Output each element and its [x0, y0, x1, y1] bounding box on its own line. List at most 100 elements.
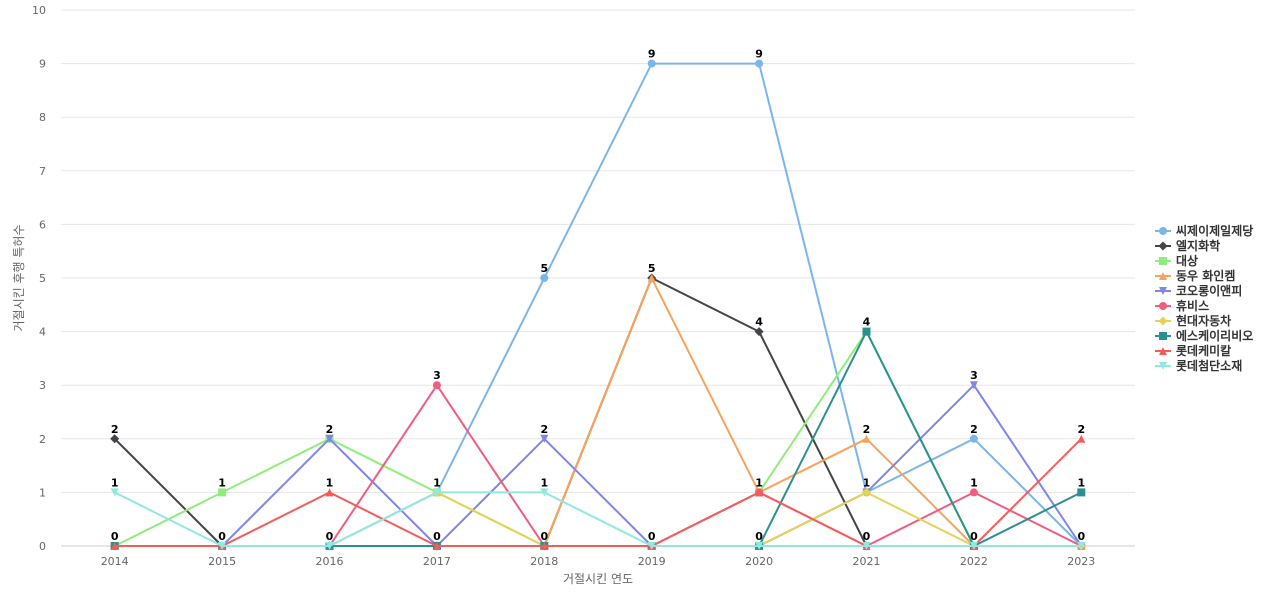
- data-point[interactable]: [540, 274, 549, 282]
- data-point[interactable]: [325, 434, 334, 443]
- data-point[interactable]: [218, 488, 227, 497]
- data-point[interactable]: [754, 327, 764, 337]
- data-label: 0: [1077, 530, 1085, 543]
- data-label: 2: [326, 423, 334, 436]
- data-point[interactable]: [969, 542, 978, 550]
- data-point[interactable]: [1077, 488, 1086, 497]
- legend-label: 씨제이제일제당: [1176, 223, 1253, 238]
- legend-marker-symbol: [1158, 316, 1168, 326]
- series-line: [114, 277, 1082, 547]
- data-point[interactable]: [969, 434, 978, 443]
- data-label: 0: [970, 530, 978, 543]
- data-point[interactable]: [647, 274, 656, 282]
- data-label: 0: [218, 530, 226, 543]
- y-tick-label: 4: [39, 326, 46, 339]
- legend-marker-symbol: [1159, 362, 1167, 370]
- data-point[interactable]: [1077, 434, 1086, 443]
- legend-item[interactable]: 동우 화인켐: [1155, 268, 1235, 283]
- data-label: 1: [540, 476, 548, 489]
- data-point[interactable]: [862, 487, 871, 497]
- y-tick-label: 7: [39, 165, 46, 178]
- data-point[interactable]: [110, 434, 120, 444]
- data-point[interactable]: [1077, 542, 1086, 550]
- data-label: 1: [755, 476, 763, 489]
- legend-marker-symbol: [1159, 302, 1167, 310]
- grid-layer: [61, 9, 1135, 547]
- x-tick-label: 2023: [1067, 555, 1095, 568]
- x-tick-label: 2022: [960, 555, 988, 568]
- legend-marker-symbol: [1158, 241, 1168, 251]
- legend-item[interactable]: 롯데케미칼: [1155, 343, 1231, 358]
- data-point[interactable]: [325, 542, 334, 550]
- legend-label: 휴비스: [1176, 298, 1209, 313]
- series-5: [110, 381, 1086, 550]
- data-point[interactable]: [969, 381, 978, 390]
- x-tick-label: 2019: [638, 555, 666, 568]
- data-point[interactable]: [432, 542, 441, 550]
- x-axis-title: 거절시킨 연도: [563, 572, 633, 586]
- legend-label: 롯데첨단소재: [1176, 358, 1242, 373]
- data-label: 9: [648, 48, 656, 61]
- y-tick-label: 0: [39, 540, 46, 553]
- legend-item[interactable]: 롯데첨단소재: [1155, 358, 1242, 373]
- legend-item[interactable]: 대상: [1155, 253, 1198, 268]
- data-point[interactable]: [862, 327, 871, 336]
- data-label: 2: [540, 423, 548, 436]
- legend-item[interactable]: 휴비스: [1155, 298, 1209, 313]
- data-point[interactable]: [862, 542, 871, 550]
- data-label: 1: [326, 476, 334, 489]
- data-point[interactable]: [969, 488, 978, 497]
- series-layer: [110, 59, 1086, 551]
- legend-item[interactable]: 현대자동차: [1155, 313, 1231, 328]
- data-point[interactable]: [647, 542, 656, 550]
- data-point[interactable]: [755, 59, 764, 68]
- x-tick-label: 2021: [853, 555, 881, 568]
- data-point[interactable]: [325, 488, 334, 497]
- legend-marker-symbol: [1159, 332, 1167, 340]
- data-point[interactable]: [647, 59, 656, 68]
- x-tick-label: 2018: [530, 555, 558, 568]
- x-tick-label: 2015: [208, 555, 236, 568]
- legend-item[interactable]: 에스케이리비오: [1155, 328, 1253, 343]
- data-label: 1: [1077, 476, 1085, 489]
- data-point[interactable]: [432, 381, 441, 390]
- x-tick-label: 2014: [101, 555, 129, 568]
- data-point[interactable]: [540, 542, 549, 550]
- data-point[interactable]: [755, 542, 764, 550]
- legend-item[interactable]: 엘지화학: [1155, 238, 1220, 253]
- data-point[interactable]: [755, 488, 764, 497]
- data-point[interactable]: [218, 542, 227, 550]
- data-label: 0: [540, 530, 548, 543]
- data-label-layer: 2 1 0 1 0 2 1 0 3 1 0 5 2 1 0 9 5 0 9 4 1 0 4 2 1 0 3 2 1 0 2 1 0: [111, 48, 1086, 543]
- y-axis-title: 거절시킨 후행 특허수: [11, 225, 26, 332]
- data-label: 3: [433, 369, 441, 382]
- legend-item[interactable]: 코오롱이앤피: [1155, 283, 1242, 298]
- data-label: 4: [863, 316, 871, 329]
- data-label: 0: [326, 530, 334, 543]
- data-point[interactable]: [432, 488, 441, 497]
- data-point[interactable]: [110, 488, 119, 497]
- data-point[interactable]: [110, 542, 119, 550]
- legend-label: 코오롱이앤피: [1176, 283, 1242, 298]
- series-10: [110, 488, 1086, 550]
- legend-label: 엘지화학: [1176, 238, 1220, 253]
- y-tick-label: 9: [39, 58, 46, 71]
- data-label: 2: [1077, 423, 1085, 436]
- data-point[interactable]: [540, 434, 549, 443]
- legend-marker-symbol: [1159, 257, 1167, 265]
- y-tick-label: 1: [39, 486, 46, 499]
- data-label: 1: [433, 476, 441, 489]
- x-tick-label: 2017: [423, 555, 451, 568]
- data-point[interactable]: [862, 434, 871, 443]
- data-label: 2: [111, 423, 119, 436]
- legend-item[interactable]: 씨제이제일제당: [1155, 223, 1253, 238]
- y-tick-label: 8: [39, 111, 46, 124]
- data-point[interactable]: [540, 488, 549, 497]
- legend-marker-symbol: [1159, 272, 1167, 280]
- data-label: 0: [755, 530, 763, 543]
- data-label: 0: [433, 530, 441, 543]
